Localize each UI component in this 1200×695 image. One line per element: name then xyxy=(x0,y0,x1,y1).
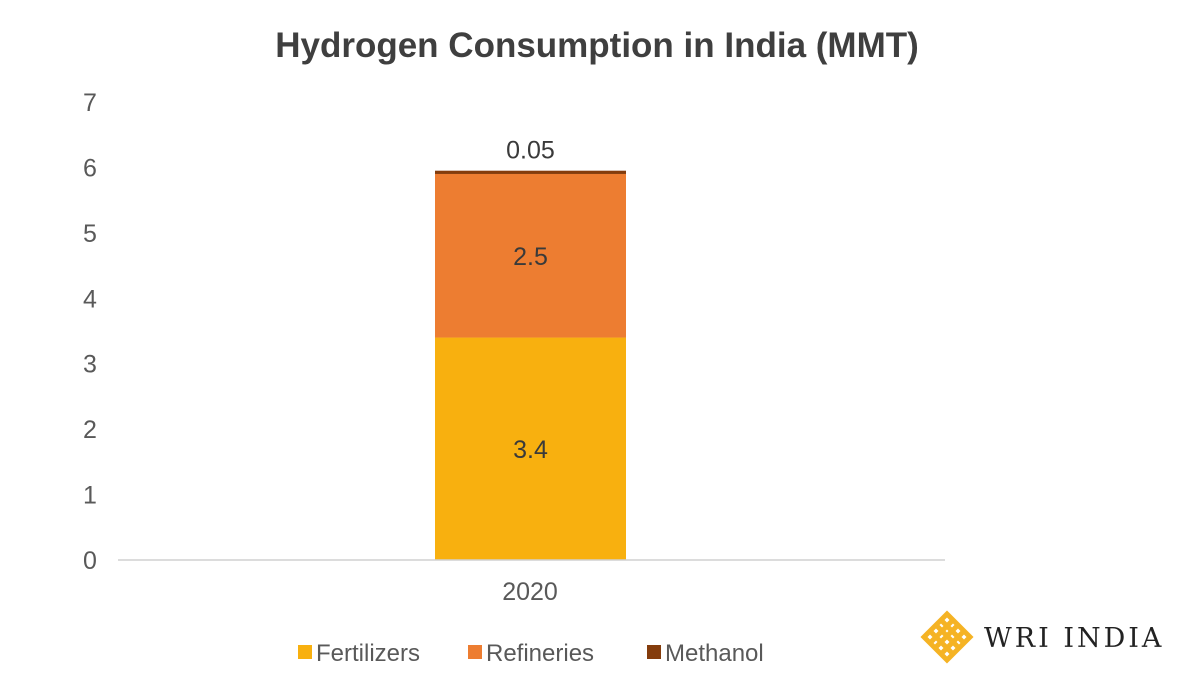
data-label-fertilizers: 3.4 xyxy=(513,436,548,464)
wri-india-logo: WRI INDIA xyxy=(920,610,1164,664)
legend-label-refineries: Refineries xyxy=(486,640,594,667)
logo-knot-icon xyxy=(920,610,974,664)
y-tick-label: 1 xyxy=(83,482,97,510)
bar-segment-methanol xyxy=(435,170,626,174)
data-label-refineries: 2.5 xyxy=(513,243,548,271)
legend-swatch-methanol xyxy=(647,645,661,659)
y-tick-label: 4 xyxy=(83,285,97,313)
bars: 3.4 2.5 0.05 xyxy=(435,137,626,560)
y-tick-label: 0 xyxy=(83,547,97,575)
y-tick-label: 7 xyxy=(83,89,97,117)
legend-label-fertilizers: Fertilizers xyxy=(316,640,420,667)
chart-title: Hydrogen Consumption in India (MMT) xyxy=(275,26,919,65)
data-label-methanol: 0.05 xyxy=(506,137,555,165)
legend-swatch-refineries xyxy=(468,645,482,659)
legend-label-methanol: Methanol xyxy=(665,640,764,667)
y-axis: 0 1 2 3 4 5 6 7 xyxy=(83,89,97,575)
y-tick-label: 6 xyxy=(83,154,97,182)
legend-swatch-fertilizers xyxy=(298,645,312,659)
logo-text: WRI INDIA xyxy=(984,623,1164,654)
legend: Fertilizers Refineries Methanol xyxy=(298,640,764,667)
bar-segment-fertilizers xyxy=(435,337,626,560)
y-tick-label: 2 xyxy=(83,416,97,444)
y-tick-label: 5 xyxy=(83,220,97,248)
y-tick-label: 3 xyxy=(83,351,97,379)
x-tick-label: 2020 xyxy=(502,578,558,606)
bar-segment-refineries xyxy=(435,173,626,338)
